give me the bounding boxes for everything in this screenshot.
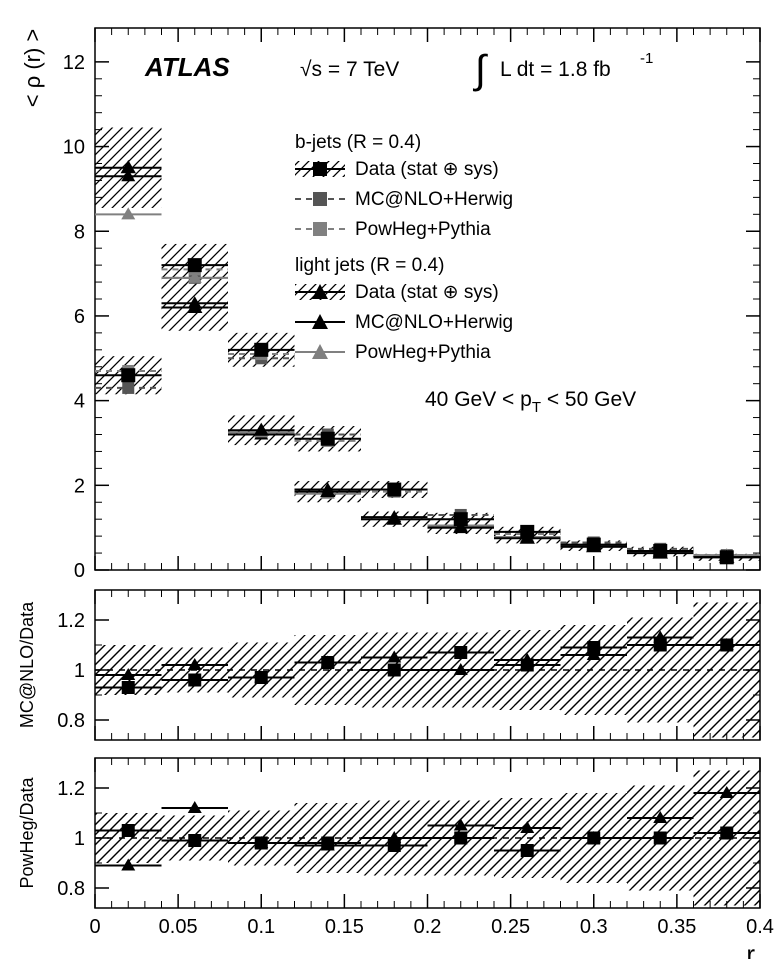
- svg-text:0.25: 0.25: [491, 916, 530, 938]
- svg-text:√s = 7 TeV: √s = 7 TeV: [300, 58, 399, 81]
- svg-text:6: 6: [74, 306, 85, 328]
- svg-text:0: 0: [74, 560, 85, 582]
- svg-text:2: 2: [74, 475, 85, 497]
- svg-text:MC@NLO+Herwig: MC@NLO+Herwig: [355, 312, 513, 333]
- svg-text:40 GeV < p: 40 GeV < p: [425, 388, 532, 411]
- svg-text:L dt = 1.8 fb: L dt = 1.8 fb: [500, 58, 611, 81]
- plot-container: 024681012< ρ (r) >ATLAS√s = 7 TeV∫L dt =…: [0, 0, 783, 959]
- svg-text:0.35: 0.35: [657, 916, 696, 938]
- svg-text:8: 8: [74, 221, 85, 243]
- svg-text:PowHeg/Data: PowHeg/Data: [17, 776, 37, 888]
- svg-text:0.4: 0.4: [746, 916, 774, 938]
- svg-text:1: 1: [74, 660, 85, 682]
- svg-text:0.8: 0.8: [57, 878, 85, 900]
- svg-text:1.2: 1.2: [57, 778, 85, 800]
- svg-text:4: 4: [74, 391, 85, 413]
- svg-text:light jets (R = 0.4): light jets (R = 0.4): [295, 255, 444, 276]
- svg-text:MC@NLO/Data: MC@NLO/Data: [17, 601, 37, 728]
- svg-text:1.2: 1.2: [57, 610, 85, 632]
- svg-text:PowHeg+Pythia: PowHeg+Pythia: [355, 342, 491, 363]
- svg-text:MC@NLO+Herwig: MC@NLO+Herwig: [355, 189, 513, 210]
- svg-text:0.2: 0.2: [414, 916, 442, 938]
- svg-text:0.15: 0.15: [325, 916, 364, 938]
- svg-text:0.1: 0.1: [247, 916, 275, 938]
- svg-text:0: 0: [89, 916, 100, 938]
- svg-text:ATLAS: ATLAS: [144, 52, 230, 82]
- svg-text:r: r: [746, 939, 755, 959]
- svg-text:PowHeg+Pythia: PowHeg+Pythia: [355, 219, 491, 240]
- svg-text:10: 10: [63, 137, 85, 159]
- svg-text:0.8: 0.8: [57, 710, 85, 732]
- svg-text:T: T: [532, 399, 541, 416]
- svg-text:∫: ∫: [473, 48, 489, 92]
- svg-text:1: 1: [74, 828, 85, 850]
- chart-svg: 024681012< ρ (r) >ATLAS√s = 7 TeV∫L dt =…: [0, 0, 783, 959]
- svg-text:Data (stat ⊕ sys): Data (stat ⊕ sys): [355, 159, 499, 180]
- svg-text:< 50 GeV: < 50 GeV: [547, 388, 636, 411]
- svg-text:12: 12: [63, 52, 85, 74]
- svg-text:Data (stat ⊕ sys): Data (stat ⊕ sys): [355, 282, 499, 303]
- svg-text:b-jets (R = 0.4): b-jets (R = 0.4): [295, 132, 421, 153]
- svg-text:0.05: 0.05: [159, 916, 198, 938]
- svg-text:< ρ (r) >: < ρ (r) >: [20, 29, 45, 108]
- svg-text:-1: -1: [640, 50, 653, 67]
- svg-text:0.3: 0.3: [580, 916, 608, 938]
